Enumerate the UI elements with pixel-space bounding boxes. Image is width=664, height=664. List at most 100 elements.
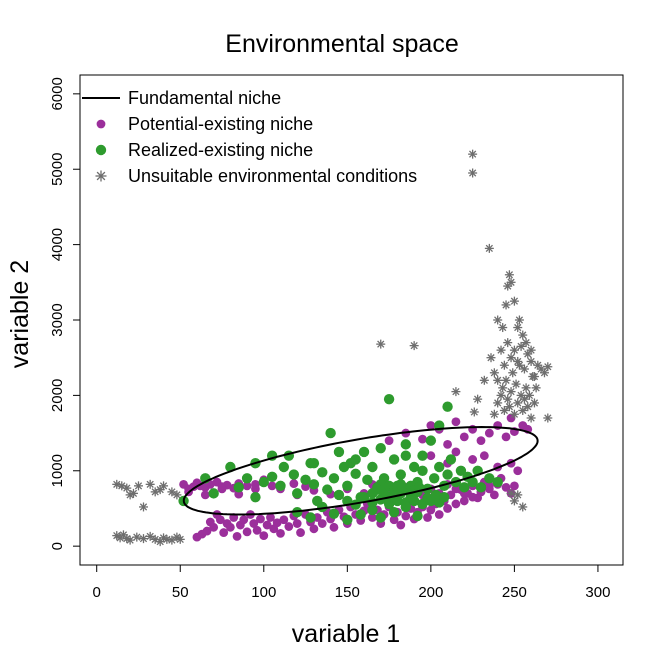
y-tick-label: 2000 <box>49 379 66 412</box>
potential-point <box>249 519 259 528</box>
realized-point <box>492 476 503 488</box>
y-tick-label: 3000 <box>49 303 66 336</box>
unsuitable-point <box>513 398 523 408</box>
realized-point <box>305 512 316 523</box>
potential-point <box>256 514 265 524</box>
realized-point <box>412 510 423 522</box>
potential-point <box>367 513 377 522</box>
potential-point <box>225 522 235 532</box>
y-axis: 0 1000 2000 3000 4000 5000 6000 <box>49 77 81 550</box>
realized-point <box>358 491 370 503</box>
unsuitable-point <box>484 243 494 253</box>
realized-point <box>250 491 261 503</box>
unsuitable-point <box>513 490 523 500</box>
realized-point <box>408 495 420 507</box>
legend-label: Realized-existing niche <box>128 140 313 160</box>
realized-point <box>328 508 340 519</box>
realized-point <box>342 480 353 492</box>
realized-point <box>266 471 278 482</box>
unsuitable-point <box>523 402 533 412</box>
y-axis-label: variable 2 <box>6 260 34 368</box>
realized-point <box>325 427 336 439</box>
unsuitable-point <box>519 364 529 374</box>
unsuitable-point <box>518 405 528 415</box>
potential-point <box>484 428 494 438</box>
unsuitable-point <box>509 496 519 506</box>
realized-point <box>308 479 320 490</box>
potential-point <box>418 434 427 444</box>
potential-point <box>426 505 436 515</box>
realized-point <box>417 465 428 476</box>
realized-point <box>425 435 437 446</box>
unsuitable-point <box>503 394 513 404</box>
unsuitable-point <box>167 535 177 545</box>
legend-item: Unsuitable environmental conditions <box>95 166 417 186</box>
legend-star-swatch <box>95 170 107 182</box>
unsuitable-point <box>133 481 143 491</box>
unsuitable-point <box>493 398 503 408</box>
potential-point <box>434 510 444 519</box>
potential-point <box>259 531 269 540</box>
potential-point <box>459 496 469 506</box>
potential-point <box>317 519 327 528</box>
realized-point <box>278 461 290 473</box>
y-tick-label: 0 <box>49 542 66 550</box>
potential-point <box>217 484 227 494</box>
unsuitable-point <box>521 383 531 393</box>
potential-point <box>489 490 499 500</box>
potential-point <box>451 417 461 427</box>
realized-point <box>300 474 311 486</box>
unsuitable-point <box>128 488 138 498</box>
y-tick-label: 1000 <box>49 454 66 487</box>
data-points <box>112 149 553 547</box>
realized-point <box>241 473 253 484</box>
realized-point <box>322 484 333 495</box>
unsuitable-point <box>501 300 511 310</box>
unsuitable-point <box>506 387 516 397</box>
potential-point <box>501 432 511 442</box>
chart-title: Environmental space <box>225 30 458 58</box>
potential-point <box>476 436 486 446</box>
x-tick-label: 100 <box>251 584 276 601</box>
potential-point <box>202 526 212 536</box>
realized-point <box>233 482 244 493</box>
potential-point <box>219 528 229 537</box>
realized-point <box>258 476 269 488</box>
unsuitable-point <box>145 479 155 489</box>
realized-point <box>439 491 450 503</box>
potential-point <box>289 479 299 488</box>
realized-point <box>475 482 487 493</box>
unsuitable-point <box>539 368 549 378</box>
realized-point <box>445 454 457 465</box>
x-tick-label: 250 <box>502 584 527 601</box>
potential-point <box>426 451 436 461</box>
unsuitable-point <box>509 409 519 419</box>
unsuitable-point <box>498 323 508 333</box>
unsuitable-point <box>451 387 461 397</box>
unsuitable-point <box>493 375 503 385</box>
unsuitable-point <box>509 345 519 355</box>
potential-point <box>451 447 461 457</box>
x-tick-label: 300 <box>585 584 610 601</box>
realized-point <box>459 482 470 493</box>
unsuitable-point <box>409 341 419 351</box>
realized-point <box>367 504 378 516</box>
unsuitable-point <box>521 338 531 348</box>
realized-point <box>434 461 445 473</box>
realized-point <box>362 474 373 486</box>
unsuitable-point <box>172 490 182 500</box>
unsuitable-point <box>125 535 135 545</box>
unsuitable-point <box>514 315 524 325</box>
potential-point <box>479 451 489 461</box>
potential-point <box>309 524 319 534</box>
unsuitable-point <box>529 372 539 382</box>
unsuitable-point <box>499 360 509 370</box>
potential-point <box>292 519 302 528</box>
unsuitable-point <box>175 534 185 544</box>
potential-point <box>262 520 272 530</box>
realized-point <box>333 446 345 458</box>
realized-point <box>417 450 428 461</box>
potential-point <box>443 504 452 513</box>
realized-point <box>400 450 411 461</box>
unsuitable-point <box>513 356 523 366</box>
